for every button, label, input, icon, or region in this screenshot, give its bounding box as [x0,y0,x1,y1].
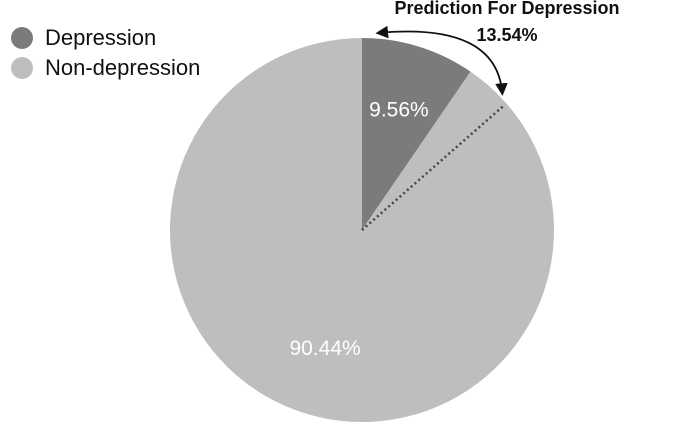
legend-swatch [11,57,33,79]
legend-swatch [11,27,33,49]
annotation-line [361,103,506,231]
slice-label: 9.56% [369,98,429,121]
legend-label: Depression [45,25,156,50]
legend-label: Non-depression [45,55,200,80]
annotation-label: 13.54% [476,25,537,45]
annotation-arrow [375,25,508,96]
annotation-title: Prediction For Depression [394,0,619,18]
slice-label: 90.44% [289,337,360,360]
